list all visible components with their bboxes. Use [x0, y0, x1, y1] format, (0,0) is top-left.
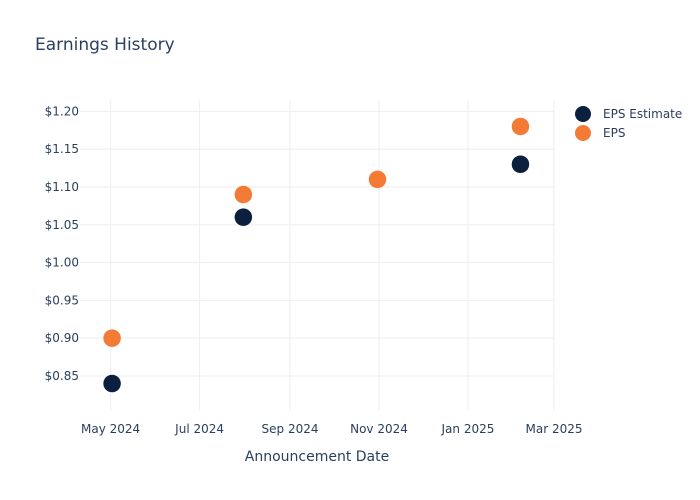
y-tick-label: $1.00: [45, 256, 79, 270]
legend: EPS Estimate EPS: [575, 106, 682, 141]
data-points: [102, 117, 530, 393]
y-tick-label: $1.10: [45, 180, 79, 194]
legend-label[interactable]: EPS Estimate: [603, 107, 682, 121]
x-axis-ticks: May 2024 Jul 2024 Sep 2024 Nov 2024 Jan 2025…: [81, 422, 582, 436]
legend-marker[interactable]: [575, 125, 591, 141]
data-point[interactable]: [511, 117, 530, 136]
x-tick-label: Sep 2024: [262, 422, 319, 436]
data-point[interactable]: [102, 374, 122, 393]
y-tick-label: $0.90: [45, 331, 79, 345]
y-tick-label: $1.20: [45, 104, 79, 118]
y-tick-label: $1.15: [45, 142, 79, 156]
y-axis-ticks: $0.85 $0.90 $0.95 $1.00 $1.05 $1.10 $1.15 $1.20: [45, 104, 79, 383]
series-eps-estimate: [102, 155, 530, 393]
y-tick-label: $1.05: [45, 218, 79, 232]
data-point[interactable]: [102, 328, 122, 348]
x-tick-label: May 2024: [81, 422, 140, 436]
data-point[interactable]: [368, 170, 387, 189]
data-point[interactable]: [234, 185, 253, 204]
chart-title: Earnings History: [35, 35, 175, 55]
grid-lines: [80, 100, 555, 410]
x-tick-label: Jan 2025: [441, 422, 495, 436]
legend-marker[interactable]: [575, 106, 591, 122]
x-tick-label: Jul 2024: [174, 422, 224, 436]
data-point[interactable]: [511, 155, 530, 174]
x-axis-title: Announcement Date: [245, 449, 389, 465]
x-tick-label: Nov 2024: [350, 422, 408, 436]
legend-label[interactable]: EPS: [603, 126, 625, 140]
y-tick-label: $0.95: [45, 293, 79, 307]
y-tick-label: $0.85: [45, 369, 79, 383]
series-eps: [102, 117, 530, 348]
x-tick-label: Mar 2025: [526, 422, 583, 436]
data-point[interactable]: [234, 207, 253, 227]
